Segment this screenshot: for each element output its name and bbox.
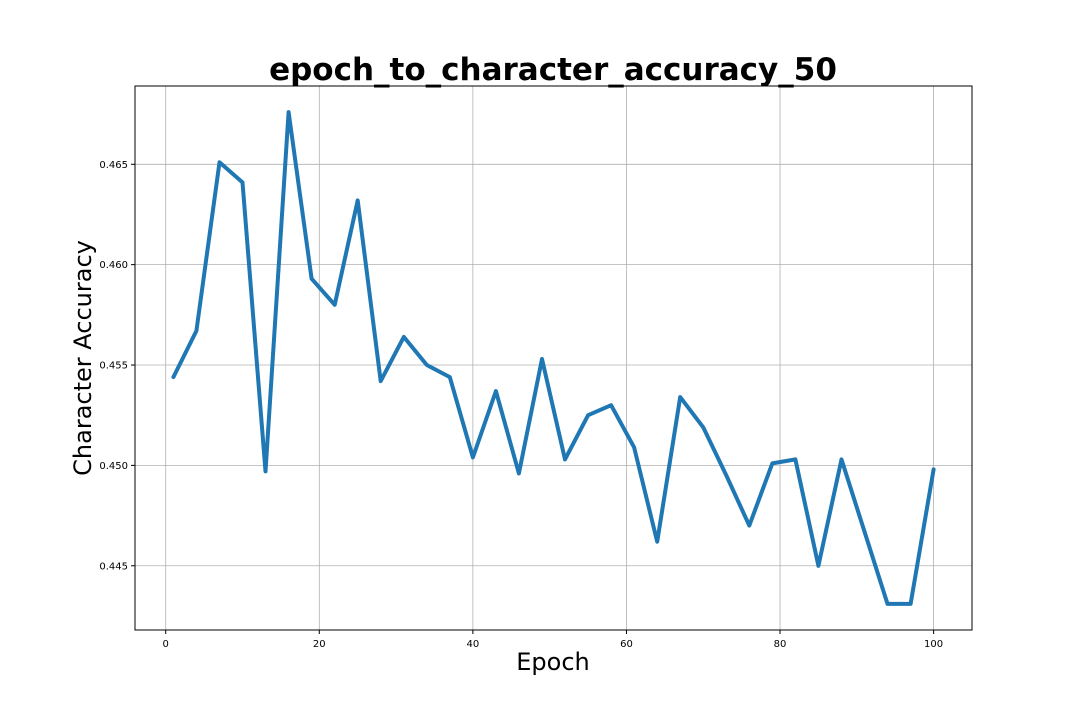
x-tick-label: 100	[924, 639, 943, 650]
y-tick-label: 0.455	[99, 361, 128, 372]
x-tick-label: 80	[774, 639, 787, 650]
chart-title: epoch_to_character_accuracy_50	[269, 52, 837, 88]
x-tick-label: 60	[620, 639, 633, 650]
axis-ticks: 0 20 40 60 80 100 0.445 0.450 0.455 0.460 0.465	[99, 160, 943, 650]
y-tick-label: 0.445	[99, 561, 128, 572]
series-line	[171, 110, 936, 606]
x-axis-label: Epoch	[516, 648, 590, 676]
y-axis-label: Character Accuracy	[69, 240, 97, 476]
x-tick-label: 0	[163, 639, 169, 650]
y-tick-label: 0.450	[99, 461, 128, 472]
x-tick-label: 40	[467, 639, 480, 650]
y-tick-label: 0.460	[99, 260, 128, 271]
plot-frame	[134, 85, 973, 631]
y-tick-label: 0.465	[99, 160, 128, 171]
x-tick-label: 20	[313, 639, 326, 650]
grid-lines	[135, 86, 972, 630]
